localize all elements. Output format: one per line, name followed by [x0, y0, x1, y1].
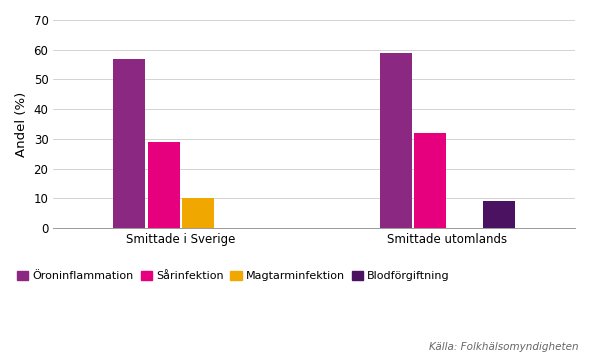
- Bar: [113, 59, 145, 228]
- Text: Källa: Folkhälsomyndigheten: Källa: Folkhälsomyndigheten: [428, 342, 578, 352]
- Bar: [414, 133, 446, 228]
- Bar: [380, 53, 412, 228]
- Legend: Öroninflammation, Sårinfektion, Magtarminfektion, Blodförgiftning: Öroninflammation, Sårinfektion, Magtarmi…: [17, 271, 450, 281]
- Bar: [483, 201, 515, 228]
- Y-axis label: Andel (%): Andel (%): [15, 91, 28, 157]
- Bar: [148, 142, 179, 228]
- Bar: [182, 198, 214, 228]
